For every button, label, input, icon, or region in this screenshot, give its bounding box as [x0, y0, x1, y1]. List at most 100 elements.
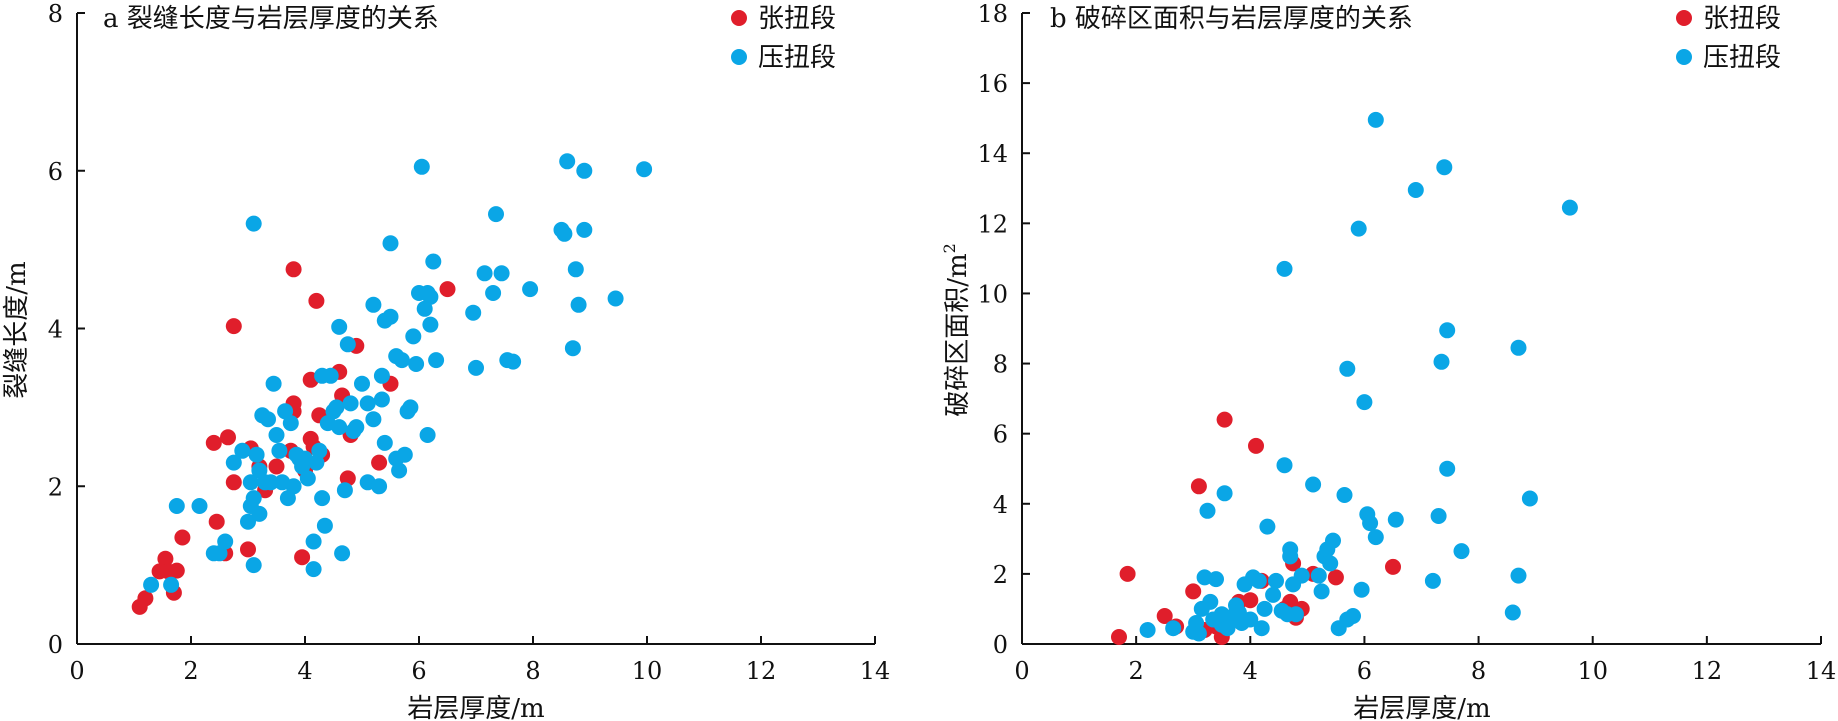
panel-a-point-series2-101	[607, 290, 624, 307]
panel-a-point-series2-87	[485, 285, 502, 301]
panel-b-point-series1-4	[1185, 583, 1202, 600]
panel-b-point-series2-69	[1561, 199, 1578, 216]
panel-b-point-series2-66	[1510, 567, 1527, 584]
panel-b-point-series2-4	[1190, 625, 1207, 642]
panel-b-point-series2-39	[1313, 583, 1330, 600]
panel-a-point-series2-48	[334, 545, 351, 562]
panel-a-point-series2-78	[419, 427, 436, 443]
panel-a-point-series2-41	[316, 517, 333, 534]
panel-a-point-series2-50	[339, 336, 356, 353]
panel-a-point-series2-34	[299, 470, 316, 487]
panel-b-point-series2-26	[1265, 586, 1282, 603]
panel-b-point-series2-51	[1356, 394, 1373, 411]
panel-a-x-tick-label-3: 6	[411, 657, 426, 685]
panel-a-point-series2-61	[373, 367, 390, 384]
panel-b-point-series2-67	[1510, 339, 1527, 356]
panel-a-point-series2-12	[245, 557, 262, 574]
panel-b-point-series1-12	[1248, 437, 1264, 454]
panel-a-point-series2-56	[359, 395, 376, 412]
panel-b-point-series2-7	[1199, 502, 1216, 519]
panel-a-point-series1-1	[137, 590, 154, 607]
panel-a-point-series2-62	[376, 434, 393, 451]
panel-b-legend-marker-red	[1676, 10, 1692, 26]
panel-b-point-series1-20	[1327, 569, 1344, 586]
panel-a-point-series2-45	[328, 399, 345, 416]
panel-a-point-series1-23	[294, 549, 311, 566]
panel-a-x-tick-label-1: 2	[183, 657, 198, 685]
panel-a-point-series2-92	[522, 281, 539, 298]
panel-a-point-series1-14	[240, 541, 256, 558]
panel-a-point-series2-77	[416, 300, 433, 317]
panel-b-y-axis-title-superscript: 2	[940, 243, 959, 253]
panel-a-legend-marker-red	[731, 10, 747, 26]
panel-a-x-tick-label-0: 0	[69, 657, 84, 685]
panel-a-point-series2-8	[234, 442, 251, 459]
panel-b-point-series1-0	[1111, 629, 1127, 645]
panel-b-y-tick-label-8: 16	[977, 70, 1008, 98]
panel-a-y-tick-label-3: 6	[48, 158, 63, 186]
panel-b-point-series2-29	[1276, 457, 1293, 474]
panel-b-point-series2-0	[1139, 622, 1156, 638]
panel-a-point-series2-16	[251, 505, 268, 522]
panel-a-point-series1-12	[225, 474, 242, 491]
panel-a-point-series2-24	[271, 442, 288, 459]
panel-a-point-series2-49	[336, 482, 353, 499]
panel-a-point-series2-2	[168, 498, 185, 514]
panel-b-point-series2-8	[1202, 593, 1219, 610]
panel-a-point-series1-13	[225, 318, 242, 335]
panel-a-point-series2-72	[402, 399, 419, 416]
panel-b-point-series2-54	[1367, 529, 1384, 546]
panel-a-y-tick-label-2: 4	[48, 316, 63, 344]
panel-a-y-tick-label-1: 2	[48, 473, 63, 501]
panel-b-x-axis-title: 岩层厚度/m	[1353, 694, 1490, 721]
panel-b-y-axis-title-group: 破碎区面积/m2	[940, 243, 973, 417]
panel-b-point-series2-27	[1268, 572, 1284, 589]
panel-a-point-series1-8	[205, 434, 222, 451]
panel-b-point-series2-58	[1424, 572, 1441, 589]
panel-a-y-tick-label-0: 0	[48, 631, 63, 659]
panel-a-point-series2-99	[576, 162, 593, 179]
panel-a-point-series2-23	[268, 427, 285, 443]
panel-a-point-series2-73	[405, 328, 422, 345]
panel-a-legend-label-2: 压扭段	[758, 43, 836, 73]
panel-a-point-series2-14	[245, 215, 262, 232]
panel-a-point-series2-97	[567, 261, 584, 278]
panel-b-point-series2-42	[1322, 555, 1339, 572]
panel-a-point-series2-96	[564, 340, 581, 357]
panel-b-point-series2-57	[1407, 182, 1424, 198]
panel-b-point-series2-55	[1367, 111, 1384, 128]
panel-b-y-tick-label-3: 6	[993, 421, 1008, 449]
panel-a-point-series2-102	[636, 161, 653, 178]
panel-a-point-series1-11	[220, 429, 236, 446]
panel-a-point-series2-1	[163, 576, 180, 593]
panel-a-point-series2-35	[305, 561, 322, 578]
panel-b-y-tick-label-5: 10	[977, 280, 1008, 308]
panel-a-point-series2-57	[365, 411, 382, 428]
panel-b-point-series2-24	[1256, 600, 1273, 617]
panel-a-point-series2-43	[322, 367, 339, 384]
panel-a-point-series2-85	[468, 359, 484, 376]
panel-a-point-series2-64	[382, 308, 399, 325]
panel-a-point-series2-9	[240, 513, 256, 530]
panel-b-legend-marker-blue	[1676, 49, 1692, 65]
panel-a-x-tick-label-4: 8	[525, 657, 540, 685]
panel-a-point-series2-81	[422, 316, 439, 333]
panel-b-ticks: 0 2 4 6 8 10 12 14 0 2 4 6 8 10 12 14 16 18	[977, 0, 1836, 685]
panel-a-x-tick-label-7: 14	[860, 657, 891, 685]
panel-b-y-tick-label-2: 4	[993, 491, 1008, 519]
panel-a-data-points	[131, 153, 653, 615]
panel-b-legend-label-2: 压扭段	[1703, 43, 1781, 73]
panel-a-point-series2-51	[342, 395, 359, 412]
panel-a-point-series2-98	[570, 296, 587, 313]
panel-a-point-series2-68	[391, 462, 408, 479]
panel-b-x-tick-label-5: 10	[1577, 657, 1608, 685]
panel-a-point-series2-60	[373, 391, 390, 408]
panel-a-y-axis-title: 裂缝长度/m	[2, 261, 32, 398]
panel-a-point-series2-54	[354, 375, 370, 392]
panel-b-point-series1-2	[1156, 608, 1173, 624]
panel-b-point-series2-49	[1350, 220, 1367, 237]
panel-b-y-tick-label-1: 2	[993, 561, 1008, 589]
panel-a-point-series2-11	[242, 474, 259, 491]
